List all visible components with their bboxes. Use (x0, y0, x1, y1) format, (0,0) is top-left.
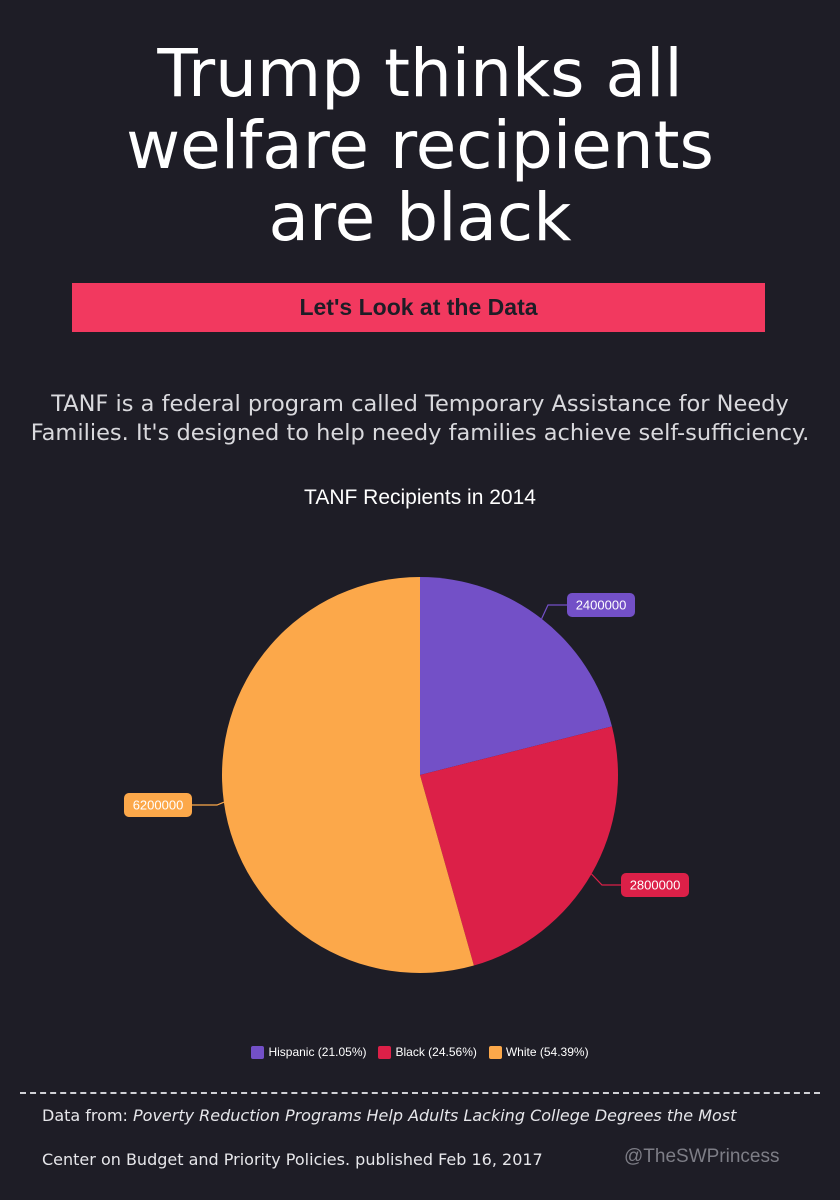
headline-line-3: are black (268, 179, 572, 256)
banner: Let's Look at the Data (72, 283, 765, 332)
headline-line-2: welfare recipients (126, 107, 714, 184)
data-label-box-black (621, 873, 689, 897)
author-handle: @TheSWPrincess (624, 1146, 780, 1167)
footer-publisher: Center on Budget and Priority Policies. … (42, 1150, 543, 1169)
pie-slice-white[interactable] (221, 577, 474, 973)
data-label-box-white (124, 793, 192, 817)
legend-swatch-black (378, 1045, 392, 1059)
legend-label-hispanic: Hispanic (21.05%) (268, 1045, 367, 1059)
legend-item-hispanic[interactable]: Hispanic (21.05%) (251, 1045, 366, 1059)
footer-source-line: Data from: Poverty Reduction Programs He… (42, 1106, 736, 1125)
legend-item-black[interactable]: Black (24.56%) (378, 1045, 477, 1059)
footer-label: Data from: (42, 1106, 133, 1125)
data-label-box-hispanic (567, 593, 635, 617)
leader-line-white (192, 801, 225, 806)
headline: Trump thinks all welfare recipients are … (0, 38, 840, 254)
legend-label-white: White (54.39%) (505, 1045, 589, 1059)
intro-text: TANF is a federal program called Tempora… (20, 390, 820, 448)
intro-line-1: TANF is a federal program called Tempora… (51, 391, 789, 417)
legend-label-black: Black (24.56%) (395, 1045, 477, 1059)
chart-legend: Hispanic (21.05%) Black (24.56%) White (… (0, 1045, 840, 1059)
headline-line-1: Trump thinks all (157, 35, 683, 112)
chart-title: TANF Recipients in 2014 (304, 486, 536, 509)
legend-swatch-hispanic (251, 1045, 265, 1059)
pie-slice-hispanic[interactable] (420, 577, 612, 775)
leader-line-hispanic (541, 604, 567, 620)
leader-line-black (591, 873, 621, 886)
pie-slice-black[interactable] (420, 726, 618, 966)
legend-swatch-white (488, 1045, 502, 1059)
footer-source-title: Poverty Reduction Programs Help Adults L… (133, 1106, 737, 1125)
data-label-black: 2800000 (630, 878, 681, 893)
data-label-hispanic: 2400000 (576, 598, 627, 613)
data-label-white: 6200000 (133, 798, 184, 813)
pie-chart: 2400000 2800000 6200000 (124, 577, 689, 973)
intro-line-2: Families. It's designed to help needy fa… (30, 420, 810, 446)
legend-item-white[interactable]: White (54.39%) (488, 1045, 589, 1059)
dashed-divider (20, 1092, 820, 1094)
